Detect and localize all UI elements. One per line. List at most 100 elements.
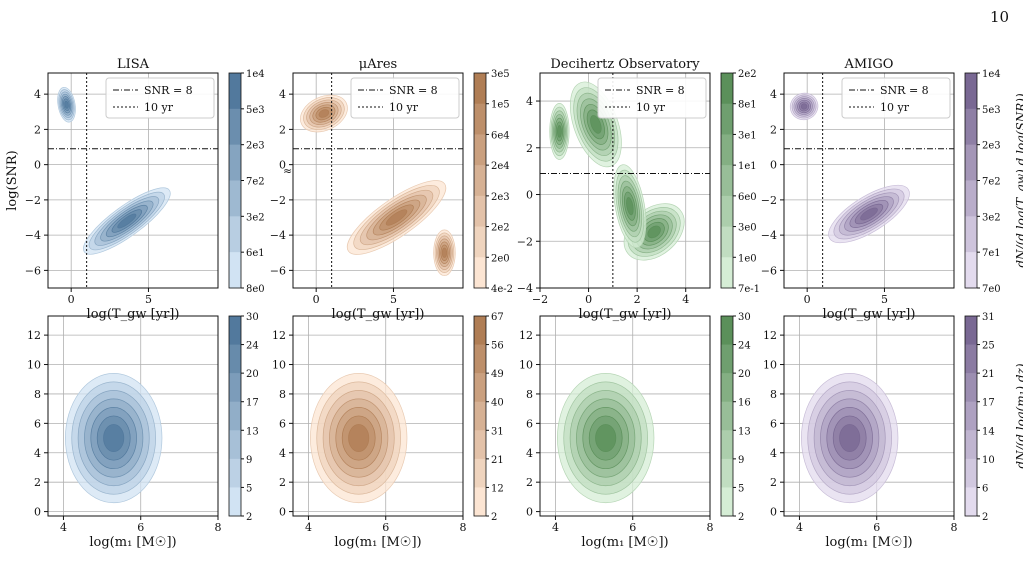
contour-level [590,115,602,134]
colorbar-tick-label: 7e2 [982,177,1001,188]
contour-group [300,94,456,277]
y-tick-label: 8 [526,388,533,401]
contour-group [789,92,910,244]
y-tick-label: 4 [279,88,286,101]
colorbar-tick-label: 3e1 [738,130,757,141]
colorbar-band [721,73,733,105]
contour-level [595,424,617,453]
x-axis-label: log(m₁ [M☉]) [581,535,668,550]
subplot-6: 4 6 8 0 2 4 6 8 10 12 log(m₁ [M☉]) 67 56 49 40 31 21 12 2 [272,312,504,550]
colorbar-label: dN/(d log(m₁) dz) [1014,363,1023,469]
page-number: 10 [990,8,1010,26]
colorbar-band [474,316,486,346]
y-tick-label: 2 [34,476,41,489]
colorbar-frame [228,315,242,517]
axes-frame [47,315,219,517]
x-axis-label: log(T_gw [yr]) [332,307,425,322]
legend-label-10yr: 10 yr [636,101,666,114]
subplot-8: 4 6 8 0 2 4 6 8 10 12 log(m₁ [M☉]) 31 25 21 17 14 10 6 2 dN… [763,312,1023,550]
contour-level [348,424,370,453]
y-tick-label: 8 [279,388,286,401]
x-tick-label: 4 [305,521,312,534]
x-tick-label: 0 [313,293,320,306]
x-tick-label: 0 [585,293,592,306]
colorbar-band [474,487,486,517]
colorbar-band [721,226,733,258]
x-tick-label: 0 [68,293,75,306]
y-tick-label: 12 [763,329,777,342]
colorbar-tick-label: 2 [491,512,497,523]
colorbar-tick-label: 3e2 [246,212,265,223]
legend-label-snr: SNR = 8 [389,84,438,97]
colorbar-tick-label: 3e5 [491,69,510,80]
contour-level [385,209,408,226]
subplot-title: LISA [117,57,150,72]
annotation: ≈ [283,165,292,178]
legend-box [597,77,707,119]
colorbar-tick-label: 9 [246,455,252,466]
colorbar-band [965,316,977,346]
colorbar-tick-label: 5e3 [982,105,1001,116]
colorbar-band [229,401,241,431]
subplot-2: SNR = 8 10 yr 0 5 −6 −4 −2 0 2 4 μAres log(T_gw [yr… [270,57,513,322]
y-tick-label: −6 [761,264,777,277]
y-tick-label: 4 [34,88,41,101]
colorbar-tick-label: 21 [491,455,504,466]
colorbar-band [721,430,733,460]
x-tick-label: −2 [532,293,548,306]
subplot-title: Decihertz Observatory [550,57,700,72]
colorbar-tick-label: 24 [738,341,751,352]
axes-frame [292,315,464,517]
y-tick-label: 0 [34,159,41,172]
x-tick-label: 4 [60,521,67,534]
legend-box [105,77,215,119]
colorbar-band [721,257,733,289]
y-tick-label: 0 [279,159,286,172]
y-tick-label: −2 [270,194,286,207]
y-tick-label: 10 [519,359,533,372]
colorbar-tick-label: 2 [738,512,744,523]
axes-frame [292,72,464,289]
contour-level [839,424,861,453]
colorbar-band [229,430,241,460]
axes-frame [783,315,955,517]
y-tick-label: 10 [763,359,777,372]
colorbar-tick-label: 30 [246,312,259,323]
x-axis-label: log(m₁ [M☉]) [334,535,421,550]
y-tick-label: −4 [761,229,777,242]
subplot-title: AMIGO [844,57,894,72]
colorbar-tick-label: 20 [246,369,259,380]
legend-box [841,77,951,119]
colorbar-tick-label: 12 [491,483,504,494]
colorbar-band [229,252,241,289]
colorbar-band [965,216,977,253]
y-tick-label: 2 [526,142,533,155]
x-tick-label: 8 [951,521,958,534]
colorbar-tick-label: 56 [491,341,504,352]
colorbar-band [965,344,977,374]
colorbar-band [229,316,241,346]
colorbar-tick-label: 14 [982,426,995,437]
y-tick-label: −2 [517,235,533,248]
y-tick-label: 2 [526,476,533,489]
legend-label-snr: SNR = 8 [636,84,685,97]
colorbar-band [229,458,241,488]
colorbar-tick-label: 40 [491,398,504,409]
x-axis-label: log(T_gw [yr]) [87,307,180,322]
colorbar-tick-label: 6e1 [246,248,265,259]
contour-level [800,103,808,110]
x-axis-label: log(m₁ [M☉]) [825,535,912,550]
colorbar-tick-label: 13 [246,426,259,437]
colorbar-tick-label: 49 [491,369,504,380]
colorbar-tick-label: 2e2 [491,223,510,234]
colorbar-tick-label: 2e3 [982,141,1001,152]
y-tick-label: 4 [526,447,533,460]
y-tick-label: 2 [279,123,286,136]
colorbar-band [474,73,486,105]
colorbar-tick-label: 1e4 [982,69,1001,80]
y-tick-label: 10 [27,359,41,372]
colorbar-tick-label: 3e0 [738,223,757,234]
colorbar-band [721,373,733,403]
colorbar-band [721,316,733,346]
colorbar-band [721,134,733,166]
